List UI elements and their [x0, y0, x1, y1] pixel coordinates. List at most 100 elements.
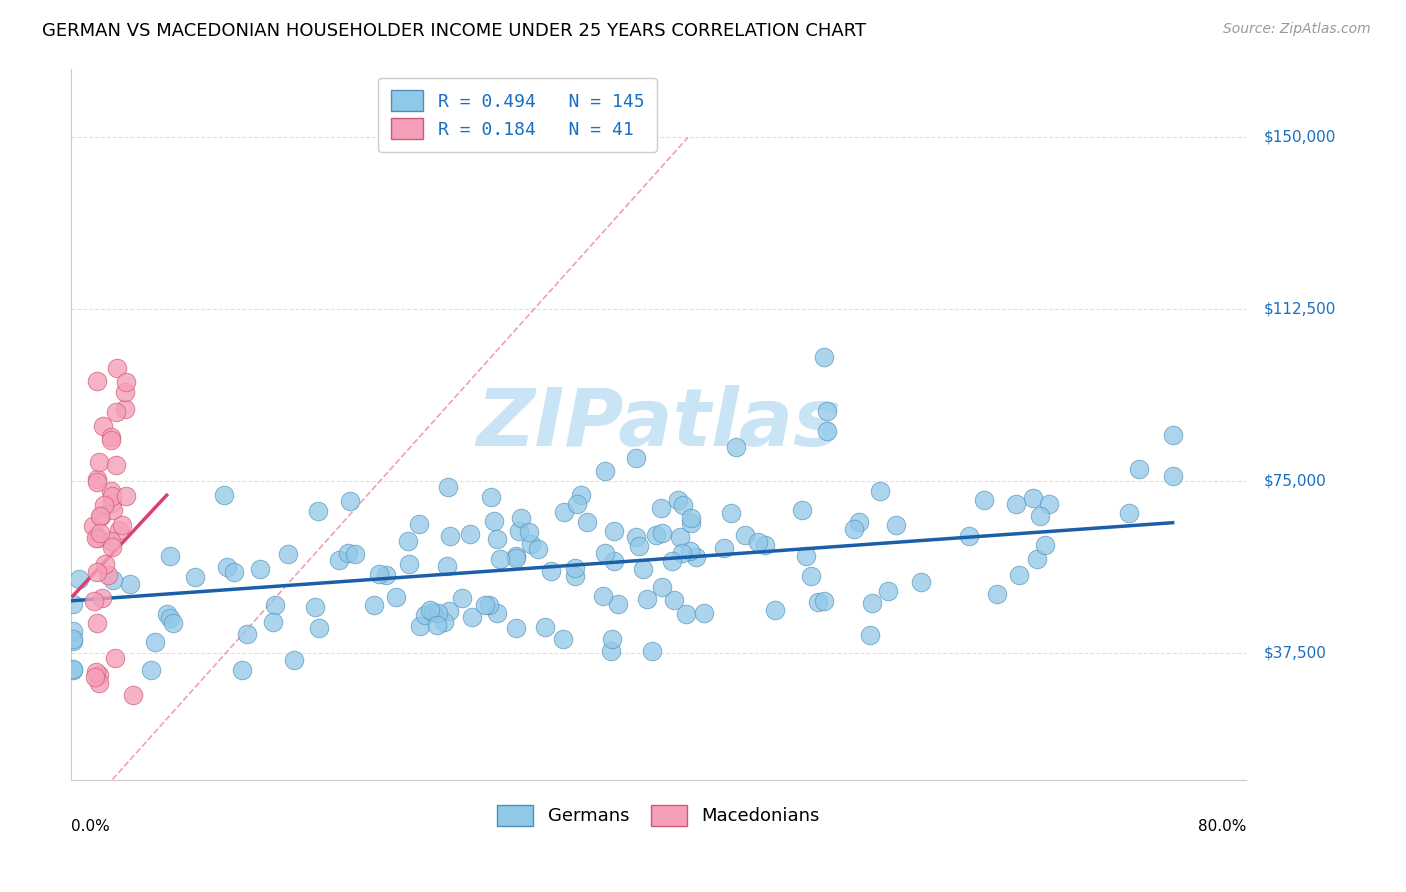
Point — [1008, 568, 1031, 582]
Point — [567, 497, 589, 511]
Point — [89, 525, 111, 540]
Point — [104, 651, 127, 665]
Point — [679, 544, 702, 558]
Point — [1161, 428, 1184, 442]
Point — [328, 553, 350, 567]
Point — [86, 566, 108, 580]
Point — [86, 475, 108, 489]
Point — [533, 620, 555, 634]
Point — [222, 565, 245, 579]
Point — [159, 611, 181, 625]
Point — [681, 516, 703, 530]
Point — [139, 663, 162, 677]
Point — [765, 602, 787, 616]
Point — [641, 644, 664, 658]
Point — [236, 627, 259, 641]
Point — [509, 511, 531, 525]
Point — [794, 549, 817, 563]
Point — [100, 430, 122, 444]
Point — [813, 351, 835, 365]
Point — [599, 644, 621, 658]
Point — [877, 583, 900, 598]
Point — [636, 592, 658, 607]
Point — [114, 375, 136, 389]
Point — [486, 533, 509, 547]
Point — [283, 653, 305, 667]
Point — [433, 615, 456, 629]
Point — [101, 573, 124, 587]
Point — [1021, 491, 1043, 505]
Point — [1118, 506, 1140, 520]
Point — [800, 568, 823, 582]
Point — [508, 524, 530, 538]
Point — [450, 591, 472, 606]
Point — [419, 602, 441, 616]
Point — [86, 616, 108, 631]
Point — [1038, 498, 1060, 512]
Point — [375, 568, 398, 582]
Text: $112,500: $112,500 — [1264, 301, 1336, 317]
Point — [685, 550, 707, 565]
Point — [384, 590, 406, 604]
Point — [1004, 497, 1026, 511]
Point — [842, 522, 865, 536]
Point — [553, 505, 575, 519]
Point — [121, 688, 143, 702]
Point — [94, 557, 117, 571]
Point — [626, 450, 648, 465]
Point — [671, 546, 693, 560]
Point — [437, 480, 460, 494]
Point — [484, 514, 506, 528]
Point — [262, 615, 284, 629]
Point — [631, 562, 654, 576]
Point — [304, 600, 326, 615]
Point — [368, 567, 391, 582]
Point — [426, 617, 449, 632]
Point — [100, 433, 122, 447]
Point — [595, 546, 617, 560]
Point — [505, 549, 527, 563]
Point — [505, 621, 527, 635]
Text: $37,500: $37,500 — [1264, 646, 1326, 661]
Point — [724, 441, 747, 455]
Point — [860, 596, 883, 610]
Point — [815, 404, 838, 418]
Point — [593, 464, 616, 478]
Point — [681, 511, 703, 525]
Point — [1029, 509, 1052, 524]
Text: Source: ZipAtlas.com: Source: ZipAtlas.com — [1223, 22, 1371, 37]
Point — [422, 605, 444, 619]
Point — [89, 668, 111, 682]
Point — [815, 424, 838, 438]
Point — [101, 490, 124, 504]
Point — [90, 508, 112, 523]
Point — [848, 515, 870, 529]
Point — [813, 594, 835, 608]
Point — [564, 569, 586, 583]
Point — [1128, 462, 1150, 476]
Text: $75,000: $75,000 — [1264, 474, 1326, 489]
Point — [479, 490, 502, 504]
Point — [1033, 538, 1056, 552]
Point — [307, 503, 329, 517]
Point — [859, 627, 882, 641]
Text: 80.0%: 80.0% — [1198, 819, 1246, 834]
Point — [564, 561, 586, 575]
Point — [519, 537, 541, 551]
Point — [628, 539, 651, 553]
Point — [651, 525, 673, 540]
Point — [409, 619, 432, 633]
Point — [426, 606, 449, 620]
Point — [720, 506, 742, 520]
Point — [162, 616, 184, 631]
Point — [603, 554, 626, 568]
Point — [105, 405, 128, 419]
Point — [666, 493, 689, 508]
Point — [159, 549, 181, 564]
Point — [606, 597, 628, 611]
Point — [84, 531, 107, 545]
Point — [83, 594, 105, 608]
Point — [734, 528, 756, 542]
Point — [93, 498, 115, 512]
Point — [754, 538, 776, 552]
